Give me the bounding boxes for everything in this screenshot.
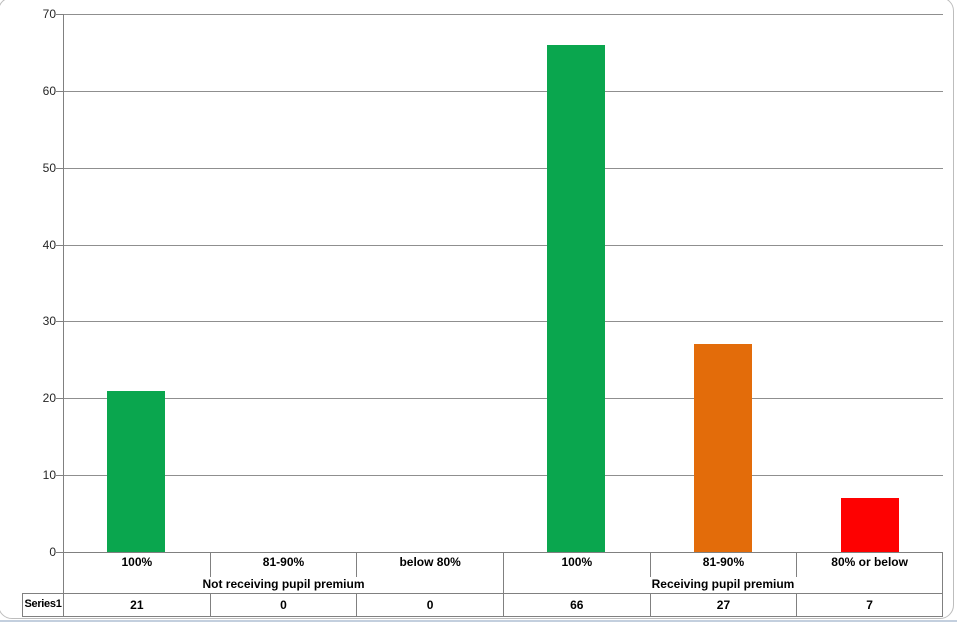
- category-label-cell: below 80%: [356, 552, 503, 577]
- value-cell: 0: [356, 594, 503, 616]
- value-cell: 0: [209, 594, 357, 616]
- category-label-cell: 80% or below: [796, 552, 943, 577]
- gridline: [63, 91, 943, 92]
- y-axis-tick: [56, 91, 63, 92]
- series-data-row: Series1 21 0 0 66 27 7: [22, 593, 943, 617]
- gridline: [63, 168, 943, 169]
- y-axis-label: 70: [42, 7, 56, 21]
- y-axis-label: 30: [42, 314, 56, 328]
- y-axis-label: 40: [42, 238, 56, 252]
- gridline: [63, 14, 943, 15]
- gridline: [63, 245, 943, 246]
- y-axis-tick: [56, 552, 63, 553]
- category-label-cell: 100%: [63, 552, 210, 577]
- y-axis-label: 60: [42, 84, 56, 98]
- y-axis-tick: [56, 245, 63, 246]
- bar-81-90--4: [694, 344, 752, 552]
- group-label-cell: Not receiving pupil premium: [63, 577, 503, 593]
- gridline: [63, 475, 943, 476]
- value-cell: 27: [649, 594, 797, 616]
- group-label-row: Not receiving pupil premium Receiving pup…: [63, 577, 943, 593]
- value-cell: 66: [502, 594, 650, 616]
- series-name-cell: Series1: [22, 594, 63, 616]
- y-axis-label: 10: [42, 468, 56, 482]
- bar-100--0: [107, 391, 165, 552]
- gridline: [63, 398, 943, 399]
- y-axis-label: 20: [42, 391, 56, 405]
- value-cell: 7: [796, 594, 943, 616]
- y-axis-label: 50: [42, 161, 56, 175]
- gridline: [63, 321, 943, 322]
- bar-80-or-below-5: [841, 498, 899, 552]
- category-label-cell: 81-90%: [209, 552, 357, 577]
- group-label-cell: Receiving pupil premium: [503, 577, 943, 593]
- y-axis-tick: [56, 168, 63, 169]
- bar-100--3: [547, 45, 605, 552]
- y-axis-label: 0: [49, 545, 56, 559]
- category-label-row: 100% 81-90% below 80% 100% 81-90% 80% or belo…: [63, 552, 943, 577]
- y-axis-tick: [56, 321, 63, 322]
- category-label-cell: 100%: [502, 552, 650, 577]
- bottom-edge-line: [0, 620, 957, 622]
- y-axis-tick: [56, 14, 63, 15]
- value-cell: 21: [63, 594, 210, 616]
- y-axis-tick: [56, 475, 63, 476]
- y-axis-tick: [56, 398, 63, 399]
- y-axis-line: [63, 14, 64, 553]
- category-label-cell: 81-90%: [649, 552, 797, 577]
